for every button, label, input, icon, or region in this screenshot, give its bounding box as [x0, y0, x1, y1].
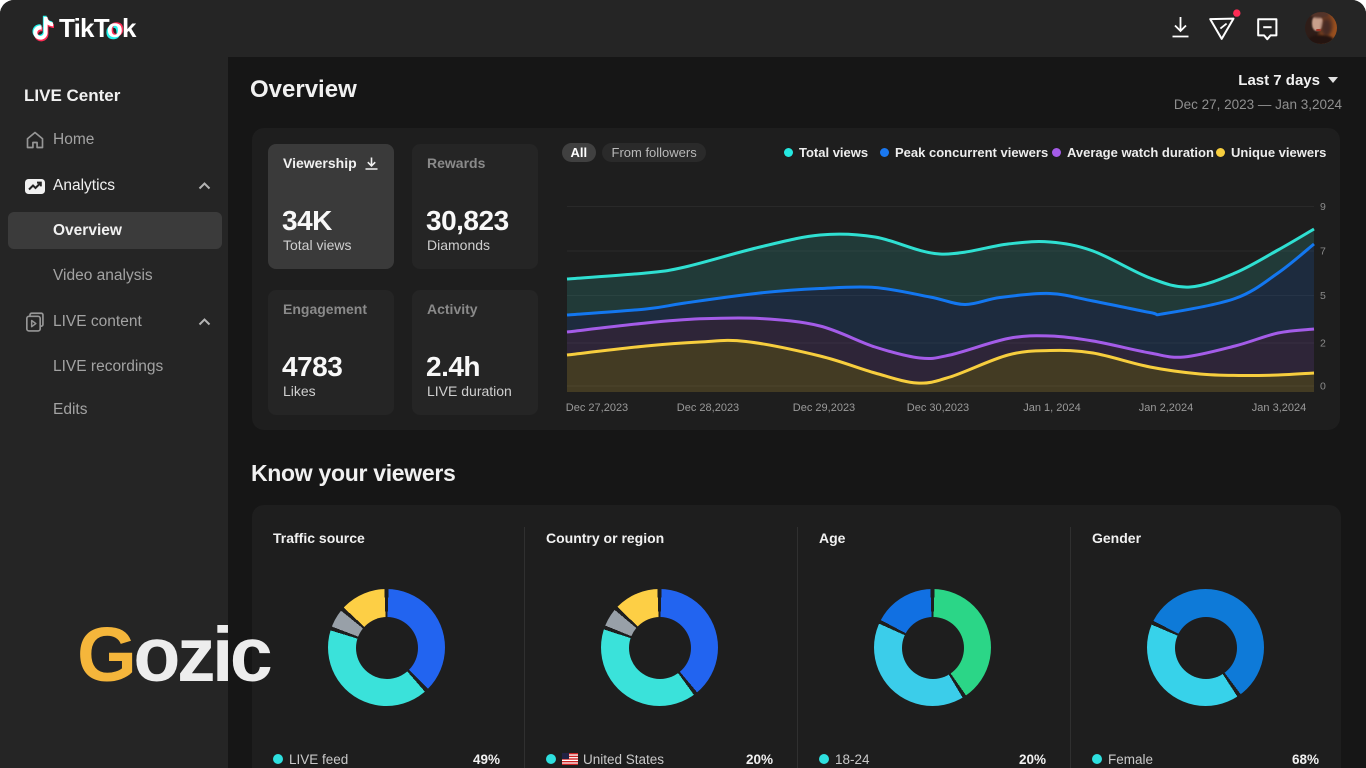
svg-text:Dec 29,2023: Dec 29,2023	[793, 402, 855, 414]
svg-text:Jan 1, 2024: Jan 1, 2024	[1023, 402, 1081, 414]
svg-text:Dec 28,2023: Dec 28,2023	[677, 402, 739, 414]
svg-text:2: 2	[1320, 338, 1326, 350]
svg-text:Jan 2,2024: Jan 2,2024	[1139, 402, 1193, 414]
svg-text:9: 9	[1320, 201, 1326, 213]
svg-text:Dec 27,2023: Dec 27,2023	[566, 402, 628, 414]
svg-text:Dec 30,2023: Dec 30,2023	[907, 402, 969, 414]
svg-text:0: 0	[1320, 381, 1326, 393]
svg-text:7: 7	[1320, 246, 1326, 258]
svg-text:5: 5	[1320, 290, 1326, 302]
svg-text:Jan 3,2024: Jan 3,2024	[1252, 402, 1306, 414]
